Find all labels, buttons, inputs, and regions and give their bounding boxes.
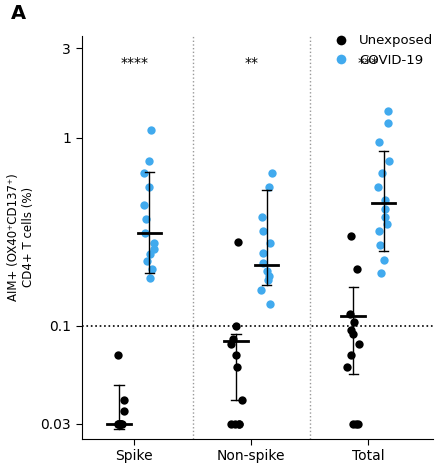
Point [384, 220, 391, 227]
Point [346, 311, 353, 318]
Point [265, 183, 272, 190]
Point [115, 420, 122, 428]
Point [148, 266, 155, 273]
Point [348, 232, 355, 240]
Point [227, 340, 235, 348]
Text: **: ** [244, 56, 258, 70]
Point [143, 258, 150, 265]
Point [236, 420, 243, 428]
Point [266, 300, 273, 308]
Point [260, 249, 267, 257]
Point [266, 272, 273, 279]
Text: ***: *** [358, 56, 379, 70]
Point [118, 420, 125, 428]
Point [141, 201, 148, 209]
Point [350, 318, 357, 325]
Point [116, 420, 123, 428]
Point [377, 241, 384, 249]
Point [266, 239, 273, 247]
Point [375, 227, 382, 235]
Text: ****: **** [120, 56, 148, 70]
Point [232, 420, 239, 428]
Point [233, 363, 240, 371]
Point [114, 420, 121, 428]
Point [378, 270, 385, 277]
Point [385, 157, 392, 165]
Point [353, 420, 360, 428]
Point [385, 107, 392, 114]
Point [140, 169, 147, 177]
Point [235, 238, 242, 245]
Point [258, 213, 265, 220]
Point [120, 407, 127, 415]
Point [145, 183, 152, 190]
Point [233, 351, 240, 359]
Point [233, 322, 240, 329]
Legend: Unexposed, COVID-19: Unexposed, COVID-19 [327, 34, 433, 67]
Point [382, 213, 389, 220]
Point [348, 351, 355, 359]
Point [230, 335, 237, 343]
Point [150, 239, 158, 247]
Point [353, 266, 360, 273]
Point [268, 169, 275, 177]
Point [117, 420, 124, 428]
Point [259, 227, 266, 235]
Point [350, 330, 357, 338]
Point [354, 420, 361, 428]
Point [344, 363, 351, 371]
Point [121, 397, 128, 404]
Point [116, 420, 123, 428]
Y-axis label: AIM+ (OX40⁺CD137⁺)
CD4+ T cells (%): AIM+ (OX40⁺CD137⁺) CD4+ T cells (%) [7, 173, 35, 301]
Point [117, 420, 124, 428]
Point [385, 119, 392, 127]
Point [355, 340, 362, 348]
Point [147, 274, 154, 282]
Point [348, 326, 355, 334]
Point [142, 230, 149, 237]
Point [260, 259, 267, 267]
Point [263, 267, 270, 275]
Point [235, 420, 242, 428]
Text: A: A [11, 4, 26, 23]
Point [264, 276, 271, 284]
Point [114, 351, 121, 359]
Point [150, 246, 158, 253]
Point [350, 420, 357, 428]
Point [148, 126, 155, 134]
Point [143, 215, 150, 223]
Point [257, 286, 264, 294]
Point [382, 205, 389, 212]
Point [381, 256, 388, 263]
Point [381, 196, 388, 204]
Point [146, 157, 153, 165]
Point [146, 251, 153, 258]
Point [375, 183, 382, 190]
Point [375, 139, 382, 146]
Point [227, 420, 235, 428]
Point [238, 397, 245, 404]
Point [378, 169, 385, 177]
